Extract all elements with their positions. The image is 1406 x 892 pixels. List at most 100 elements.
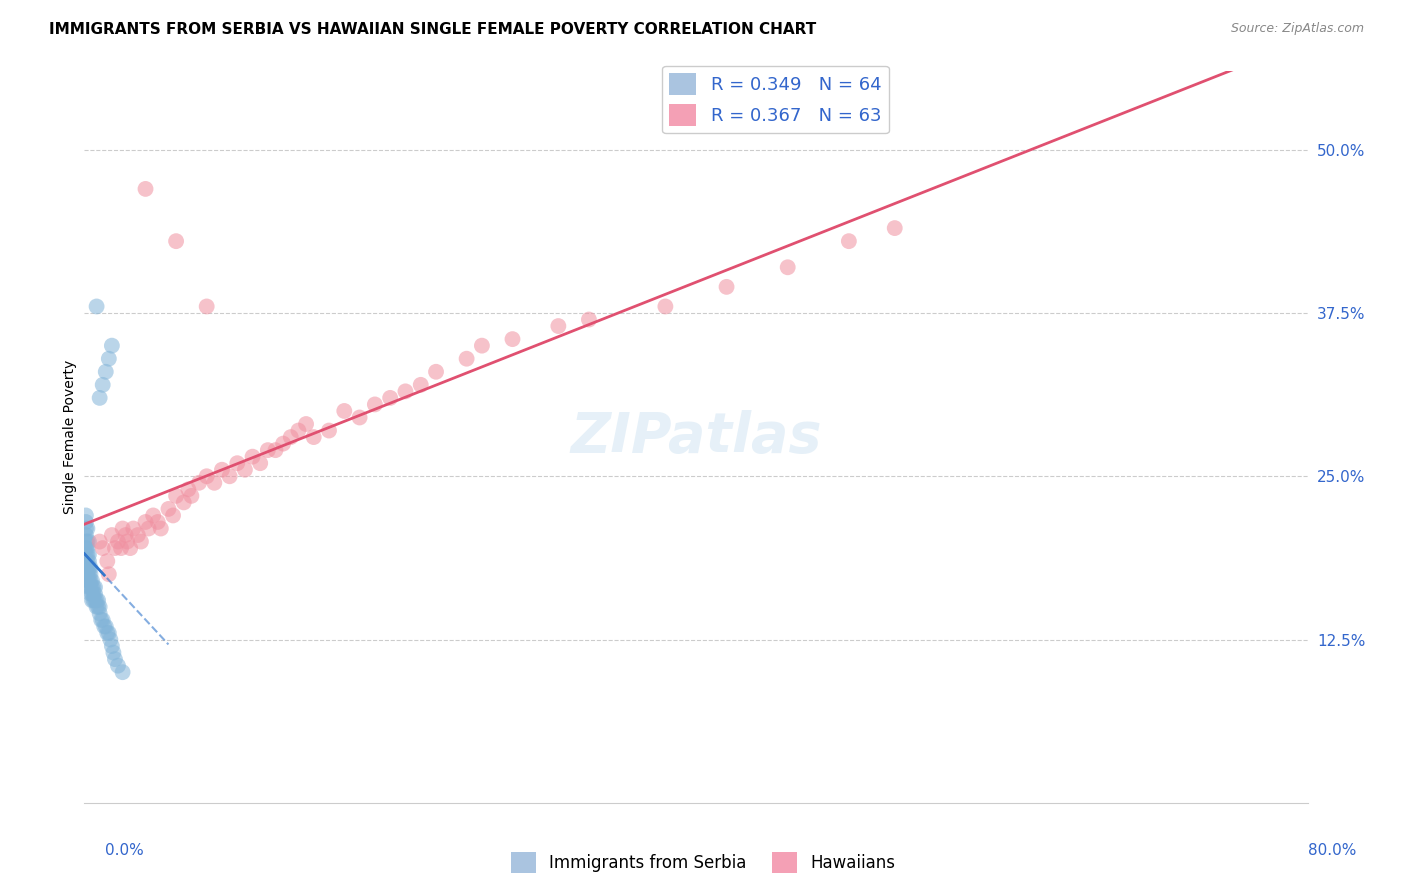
- Point: [149, 521, 172, 535]
- Point: [380, 391, 402, 405]
- Point: [97, 567, 120, 582]
- Point: [86, 300, 108, 314]
- Point: [409, 377, 432, 392]
- Point: [138, 521, 160, 535]
- Point: [76, 521, 98, 535]
- Point: [76, 541, 98, 555]
- Point: [76, 548, 98, 562]
- Point: [302, 430, 325, 444]
- Point: [180, 489, 202, 503]
- Point: [120, 541, 142, 555]
- Point: [104, 541, 127, 555]
- Point: [84, 580, 107, 594]
- Point: [75, 534, 97, 549]
- Point: [80, 580, 103, 594]
- Point: [173, 495, 195, 509]
- Point: [883, 221, 905, 235]
- Point: [502, 332, 524, 346]
- Point: [76, 534, 98, 549]
- Point: [89, 391, 111, 405]
- Point: [91, 613, 114, 627]
- Point: [94, 619, 117, 633]
- Point: [77, 534, 100, 549]
- Point: [86, 599, 108, 614]
- Point: [111, 521, 134, 535]
- Point: [77, 567, 100, 582]
- Point: [98, 632, 121, 647]
- Point: [280, 430, 302, 444]
- Point: [75, 515, 97, 529]
- Point: [218, 469, 240, 483]
- Point: [77, 554, 100, 568]
- Point: [83, 580, 105, 594]
- Point: [578, 312, 600, 326]
- Point: [75, 541, 97, 555]
- Point: [101, 339, 124, 353]
- Point: [202, 475, 225, 490]
- Text: 0.0%: 0.0%: [105, 843, 145, 858]
- Point: [76, 574, 98, 588]
- Y-axis label: Single Female Poverty: Single Female Poverty: [63, 360, 77, 514]
- Point: [107, 534, 129, 549]
- Point: [75, 528, 97, 542]
- Point: [101, 528, 124, 542]
- Point: [76, 560, 98, 574]
- Point: [318, 424, 340, 438]
- Point: [96, 554, 118, 568]
- Point: [79, 560, 101, 574]
- Point: [135, 515, 157, 529]
- Point: [75, 567, 97, 582]
- Point: [104, 652, 127, 666]
- Point: [79, 587, 101, 601]
- Point: [77, 580, 100, 594]
- Point: [93, 619, 115, 633]
- Point: [76, 567, 98, 582]
- Point: [101, 639, 124, 653]
- Text: Source: ZipAtlas.com: Source: ZipAtlas.com: [1230, 22, 1364, 36]
- Point: [77, 574, 100, 588]
- Point: [77, 548, 100, 562]
- Point: [226, 456, 249, 470]
- Point: [456, 351, 478, 366]
- Point: [94, 365, 117, 379]
- Point: [103, 646, 125, 660]
- Point: [135, 182, 157, 196]
- Point: [257, 443, 280, 458]
- Text: 80.0%: 80.0%: [1309, 843, 1357, 858]
- Point: [233, 463, 256, 477]
- Legend: Immigrants from Serbia, Hawaiians: Immigrants from Serbia, Hawaiians: [505, 846, 901, 880]
- Point: [425, 365, 447, 379]
- Point: [129, 534, 152, 549]
- Point: [333, 404, 356, 418]
- Point: [75, 560, 97, 574]
- Point: [80, 574, 103, 588]
- Point: [242, 450, 264, 464]
- Point: [165, 234, 187, 248]
- Point: [76, 554, 98, 568]
- Point: [349, 410, 371, 425]
- Point: [75, 508, 97, 523]
- Point: [79, 574, 101, 588]
- Text: ZIPatlas: ZIPatlas: [571, 410, 821, 464]
- Point: [716, 280, 738, 294]
- Point: [195, 300, 218, 314]
- Point: [271, 436, 294, 450]
- Point: [79, 580, 101, 594]
- Point: [97, 351, 120, 366]
- Point: [87, 593, 110, 607]
- Point: [122, 521, 145, 535]
- Point: [89, 607, 111, 621]
- Point: [165, 489, 187, 503]
- Point: [211, 463, 233, 477]
- Point: [83, 587, 105, 601]
- Point: [157, 502, 180, 516]
- Legend: R = 0.349   N = 64, R = 0.367   N = 63: R = 0.349 N = 64, R = 0.367 N = 63: [662, 66, 889, 133]
- Point: [776, 260, 799, 275]
- Point: [115, 534, 138, 549]
- Point: [177, 483, 200, 497]
- Point: [90, 613, 112, 627]
- Point: [471, 339, 494, 353]
- Point: [79, 567, 101, 582]
- Point: [97, 626, 120, 640]
- Point: [838, 234, 860, 248]
